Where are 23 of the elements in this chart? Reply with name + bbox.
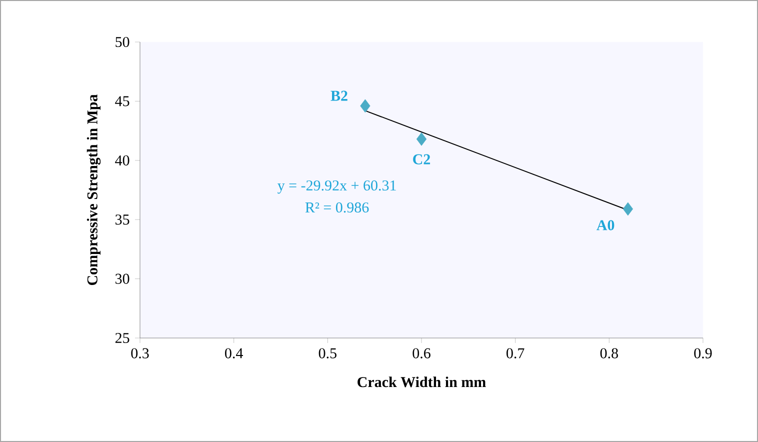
point (622, 202, 634, 216)
point (416, 132, 427, 146)
x-tick-label: 0.9 (694, 348, 712, 358)
x-tick-label: 0.8 (600, 348, 618, 358)
y-tick-label: 30 (116, 274, 130, 284)
y-axis-title: Compressive Strength in Mpa (86, 94, 101, 286)
annotation: y = -29.92x + 60.31 (278, 180, 396, 194)
x-tick-label: 0.4 (225, 348, 243, 358)
y-tick-label: 25 (115, 332, 130, 344)
x-tick-label: 0.7 (506, 348, 524, 358)
x-tick-label: 0.6 (412, 348, 430, 358)
annotation: B2 (330, 90, 348, 101)
x-tick-label: 0.5 (318, 348, 336, 358)
y-tick-label: 35 (116, 214, 130, 225)
point (360, 99, 370, 113)
annotation: A0 (596, 220, 614, 230)
annotation: C2 (413, 154, 430, 164)
y-tick-label: 50 (116, 36, 130, 48)
y-tick-label: 40 (115, 155, 130, 166)
x-axis-title: Crack Width in mm (358, 376, 486, 388)
y-tick-label: 45 (115, 96, 130, 106)
x-tick-label: 0.3 (131, 348, 149, 358)
annotation: R² = 0.986 (305, 202, 369, 213)
